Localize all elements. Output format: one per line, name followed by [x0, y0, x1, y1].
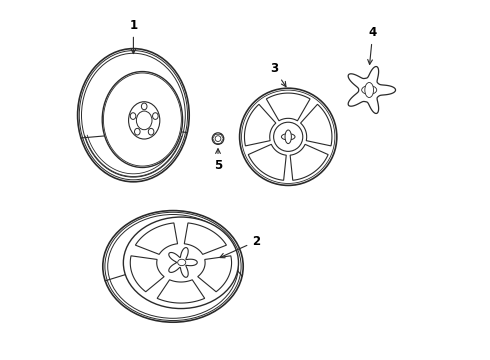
Ellipse shape: [142, 103, 147, 110]
Polygon shape: [169, 248, 197, 277]
Polygon shape: [135, 223, 177, 255]
Ellipse shape: [77, 49, 189, 182]
Ellipse shape: [365, 82, 373, 98]
Ellipse shape: [240, 88, 337, 185]
Ellipse shape: [281, 134, 295, 140]
Polygon shape: [290, 144, 328, 180]
Ellipse shape: [285, 130, 292, 144]
Text: 5: 5: [214, 149, 222, 172]
Text: 1: 1: [129, 19, 138, 54]
Ellipse shape: [212, 133, 224, 144]
Text: 3: 3: [270, 62, 286, 87]
Ellipse shape: [103, 73, 181, 166]
Polygon shape: [300, 104, 332, 146]
Text: 4: 4: [368, 26, 377, 64]
Ellipse shape: [130, 113, 136, 120]
Polygon shape: [248, 144, 286, 180]
Ellipse shape: [215, 136, 221, 141]
Ellipse shape: [362, 86, 377, 94]
Ellipse shape: [103, 211, 243, 322]
Polygon shape: [348, 67, 395, 113]
Ellipse shape: [152, 113, 158, 120]
Ellipse shape: [79, 51, 188, 180]
Polygon shape: [184, 223, 226, 255]
Ellipse shape: [105, 212, 241, 320]
Text: 2: 2: [220, 235, 260, 258]
Ellipse shape: [128, 102, 160, 139]
Ellipse shape: [242, 90, 335, 184]
Ellipse shape: [108, 215, 238, 318]
Ellipse shape: [136, 111, 152, 130]
Polygon shape: [245, 104, 276, 146]
Ellipse shape: [273, 122, 303, 152]
Polygon shape: [197, 256, 232, 292]
Ellipse shape: [102, 72, 183, 167]
Ellipse shape: [81, 53, 185, 177]
Polygon shape: [130, 256, 164, 292]
Ellipse shape: [123, 217, 239, 309]
Ellipse shape: [178, 259, 186, 266]
Ellipse shape: [135, 129, 140, 135]
Ellipse shape: [148, 129, 154, 135]
Polygon shape: [157, 280, 205, 303]
Polygon shape: [267, 93, 310, 121]
